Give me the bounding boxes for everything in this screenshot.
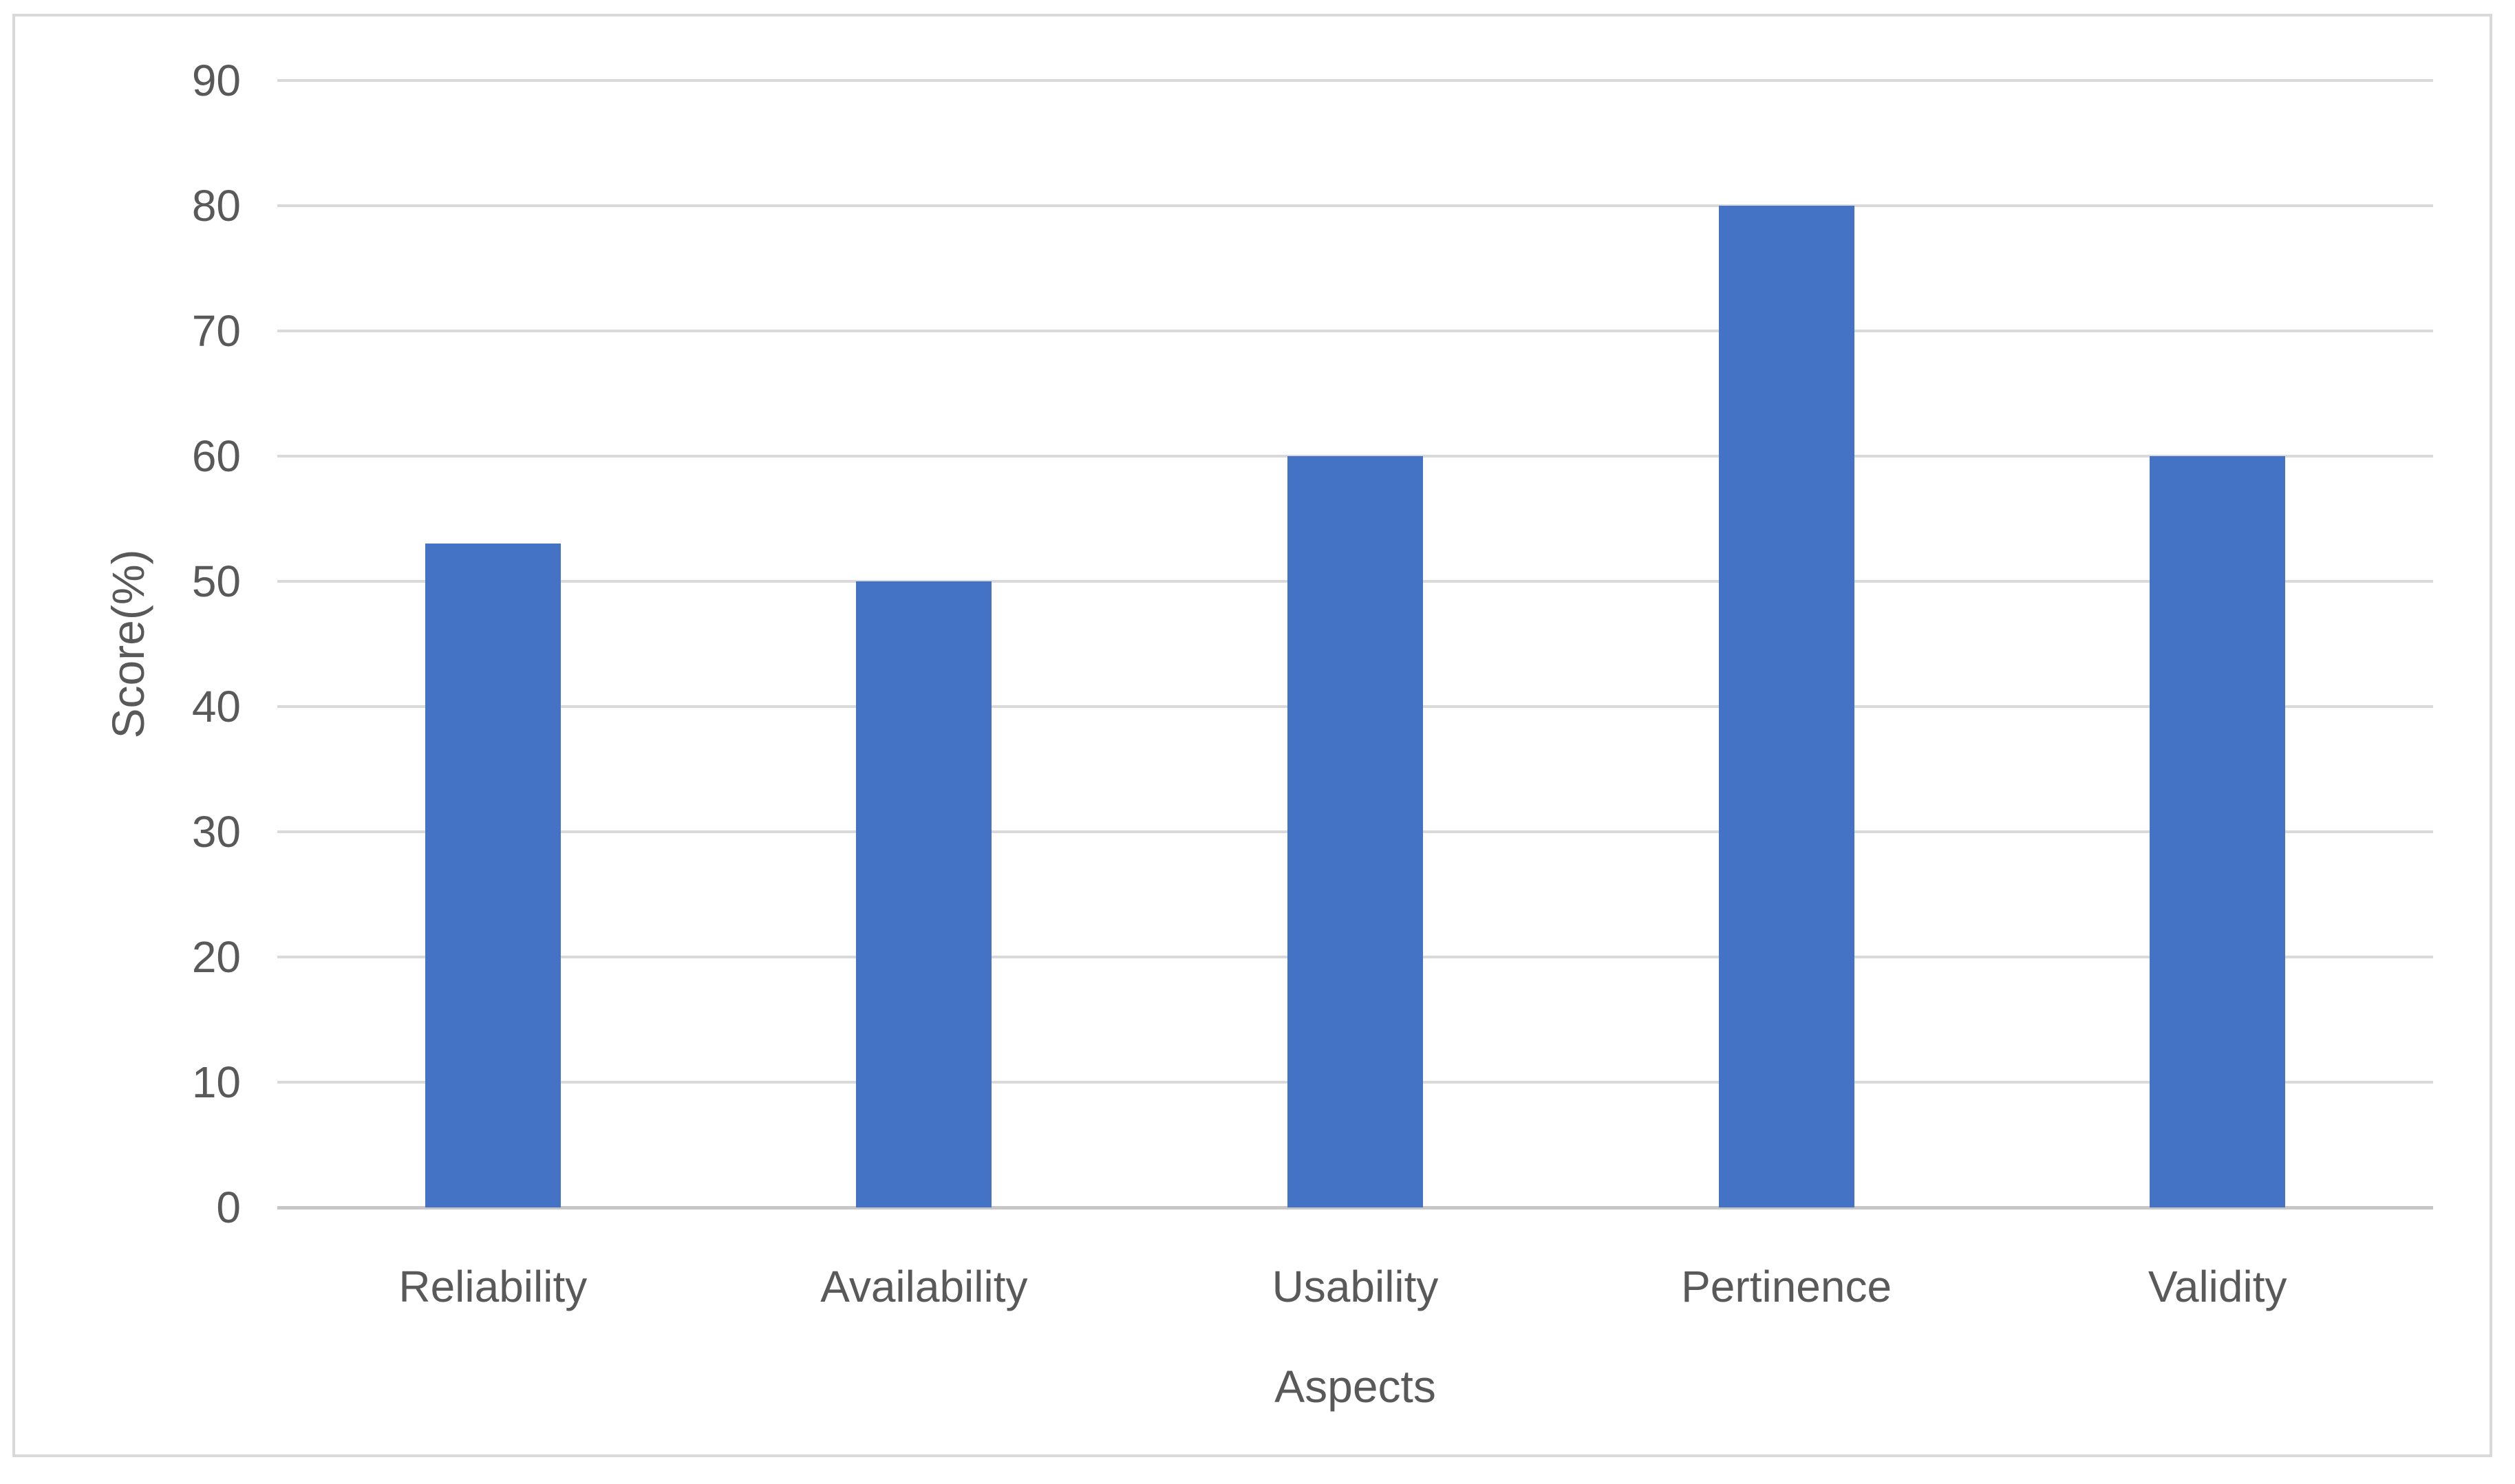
gridline: [277, 204, 2433, 207]
bar-reliability: [425, 544, 561, 1207]
y-tick-label: 60: [191, 431, 241, 481]
y-tick-label: 90: [191, 56, 241, 105]
x-tick-label-validity: Validity: [2148, 1262, 2287, 1311]
x-tick-label-reliability: Reliability: [398, 1262, 588, 1311]
y-tick-label: 30: [191, 807, 241, 857]
bar-usability: [1287, 456, 1423, 1207]
x-tick-label-pertinence: Pertinence: [1681, 1262, 1892, 1311]
bar-availability: [856, 581, 992, 1207]
x-axis-line: [277, 1205, 2433, 1209]
x-tick-label-availability: Availability: [820, 1262, 1028, 1311]
y-tick-label: 70: [191, 306, 241, 356]
bar-pertinence: [1718, 206, 1854, 1207]
y-tick-label: 40: [191, 682, 241, 731]
y-tick-label: 20: [191, 932, 241, 982]
y-tick-label: 80: [191, 181, 241, 230]
x-axis-title: Aspects: [1274, 1361, 1436, 1412]
gridline: [277, 79, 2433, 82]
x-tick-label-usability: Usability: [1272, 1262, 1439, 1311]
y-tick-label: 50: [191, 557, 241, 606]
y-tick-label: 0: [216, 1183, 241, 1232]
y-tick-label: 10: [191, 1057, 241, 1107]
chart-outer-frame: [12, 14, 2492, 1457]
gridline: [277, 330, 2433, 332]
bar-validity: [2150, 456, 2286, 1207]
